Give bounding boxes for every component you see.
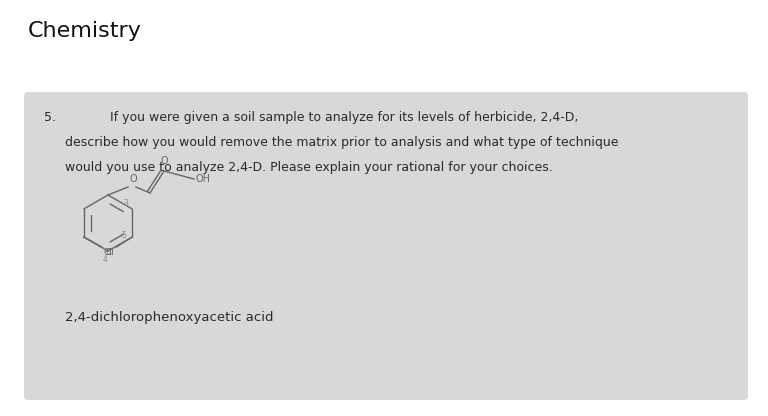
Text: would you use to analyze 2,4-D. Please explain your rational for your choices.: would you use to analyze 2,4-D. Please e… xyxy=(65,161,553,174)
Text: 5: 5 xyxy=(122,230,127,240)
Text: 4: 4 xyxy=(103,255,108,263)
FancyBboxPatch shape xyxy=(24,92,748,400)
Text: OH: OH xyxy=(196,174,211,184)
Text: Cl: Cl xyxy=(105,248,114,257)
Text: 5.: 5. xyxy=(44,111,56,124)
Text: O: O xyxy=(129,174,137,184)
Text: 3: 3 xyxy=(124,198,129,208)
Text: If you were given a soil sample to analyze for its levels of herbicide, 2,4-D,: If you were given a soil sample to analy… xyxy=(110,111,578,124)
Text: Chemistry: Chemistry xyxy=(28,21,142,41)
Text: 2,4-dichlorophenoxyacetic acid: 2,4-dichlorophenoxyacetic acid xyxy=(65,311,273,324)
Text: Cl: Cl xyxy=(104,248,113,257)
Text: describe how you would remove the matrix prior to analysis and what type of tech: describe how you would remove the matrix… xyxy=(65,136,618,149)
Text: O: O xyxy=(161,156,168,166)
